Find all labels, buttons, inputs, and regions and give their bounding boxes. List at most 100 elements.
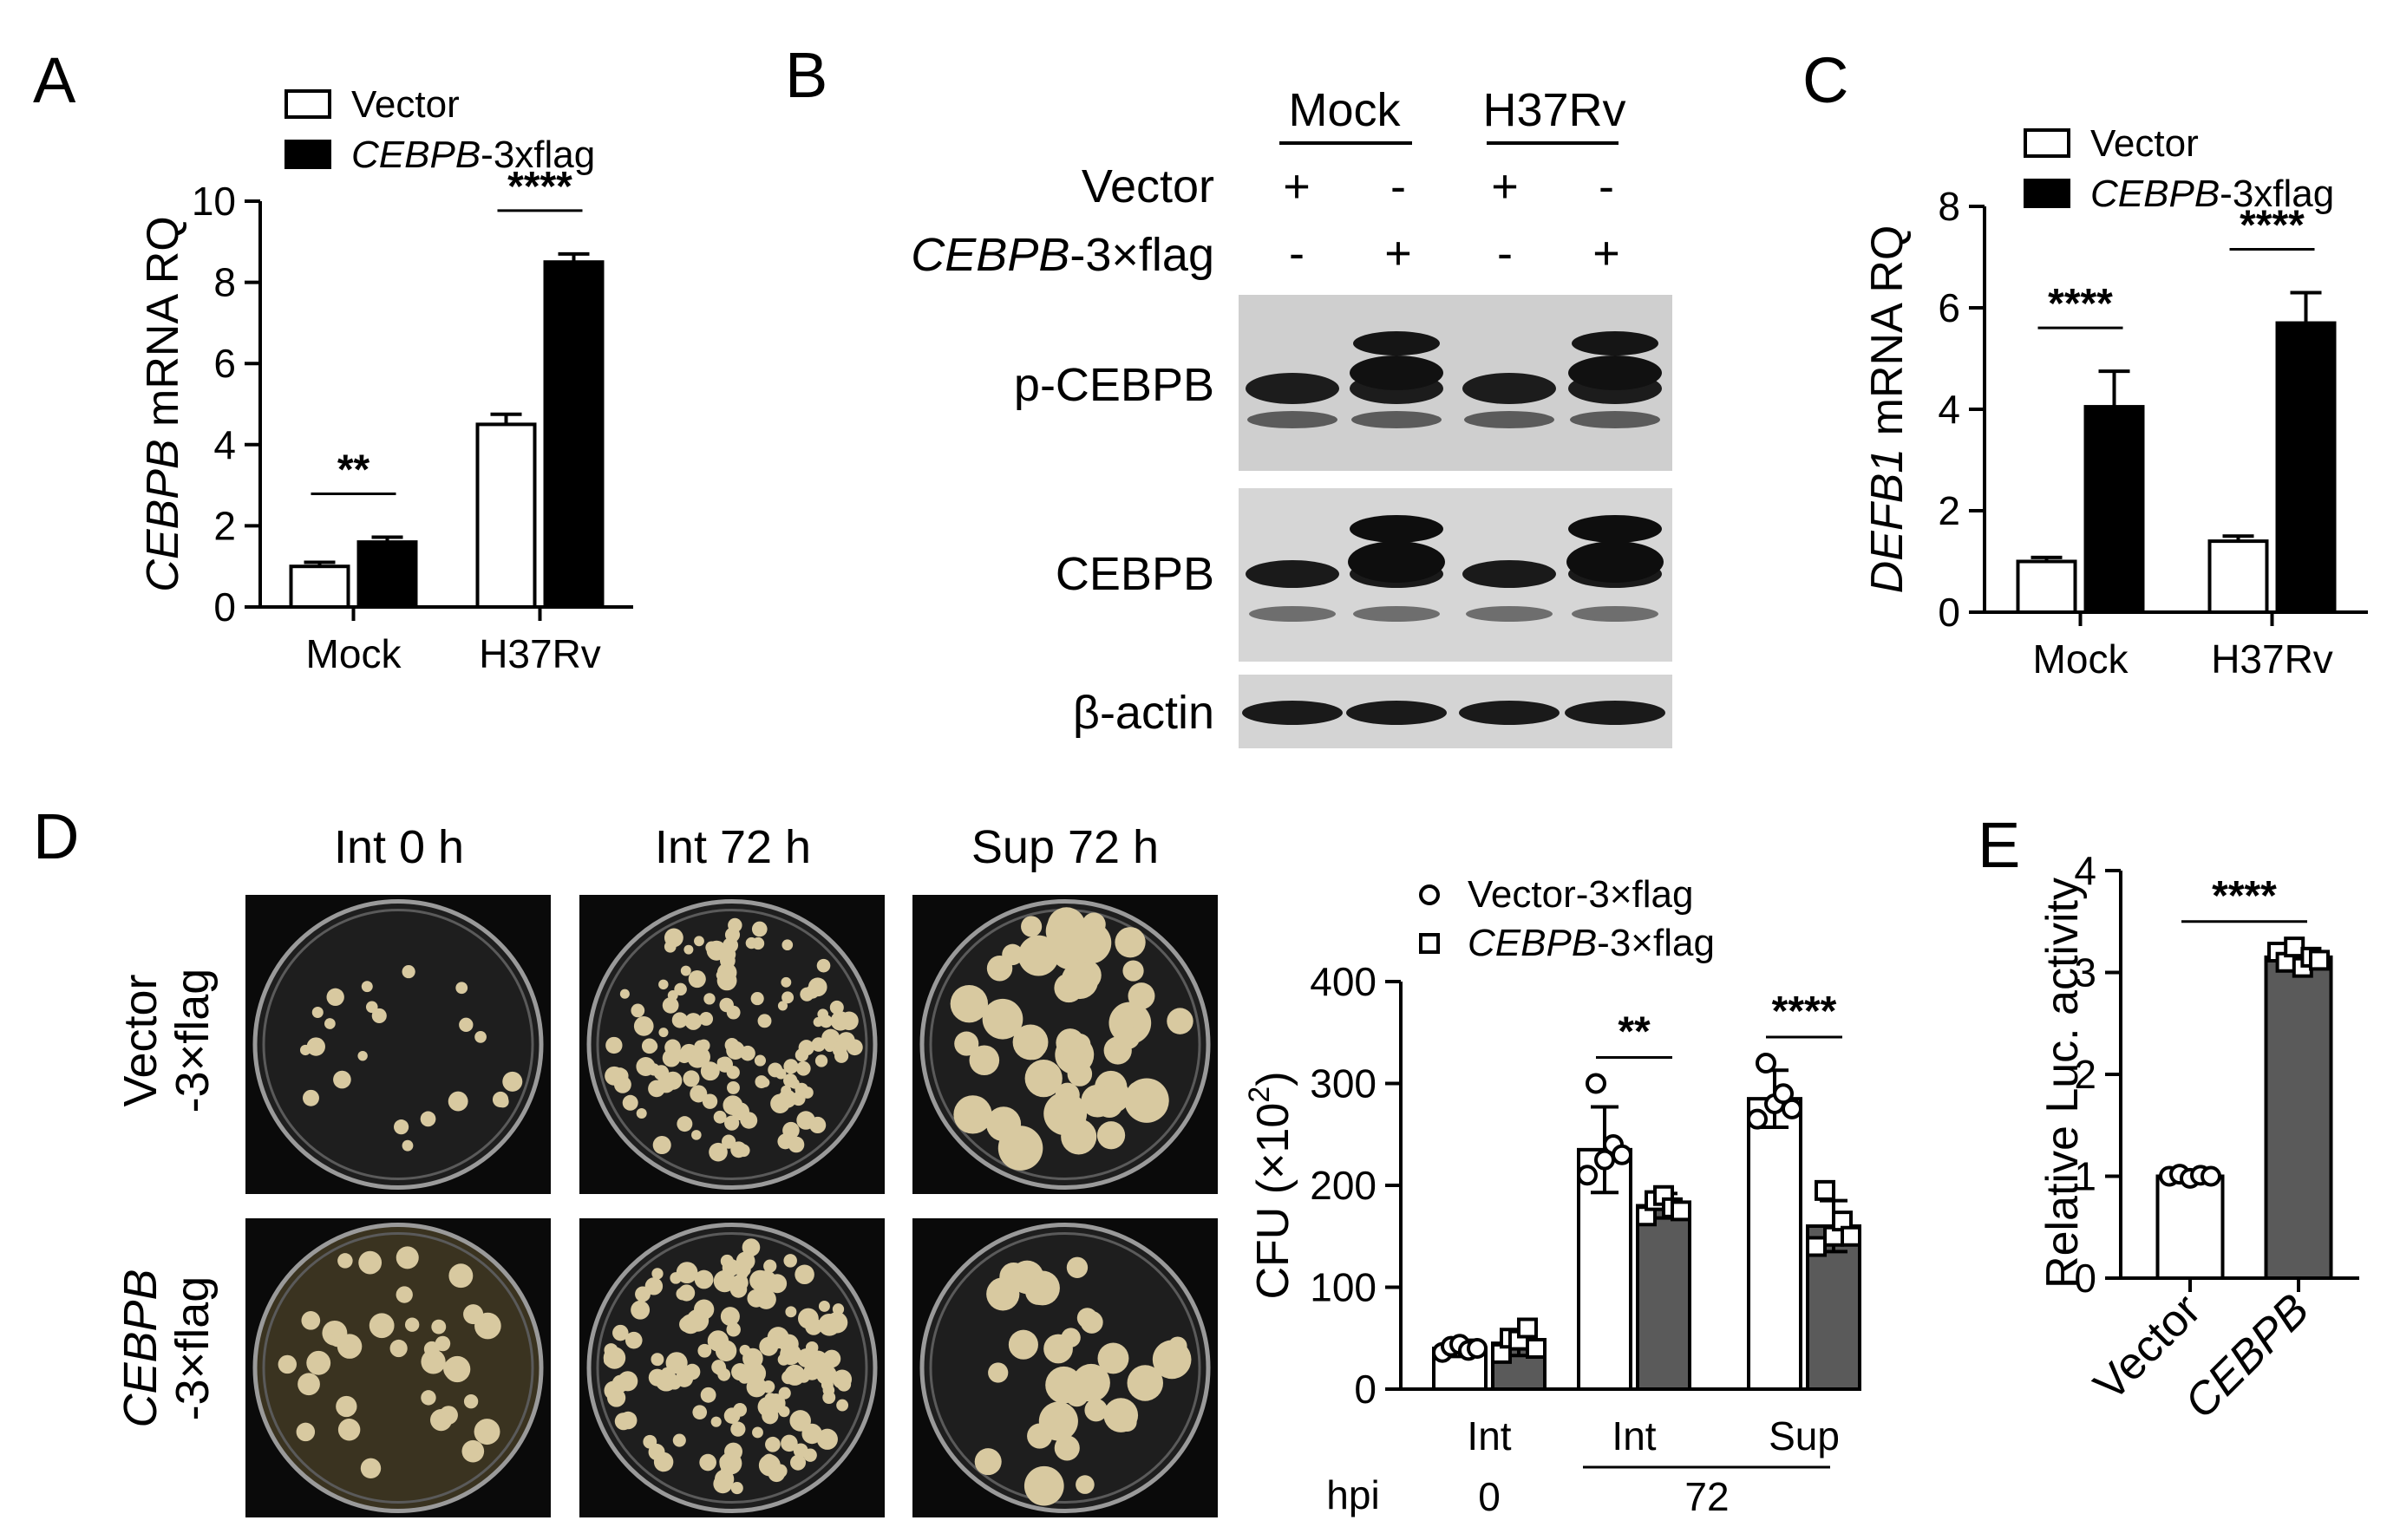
colony-0-2-16	[1056, 1028, 1085, 1058]
c-sig-0: ****	[2048, 281, 2113, 327]
colony-0-1-101	[755, 1075, 768, 1089]
colony-1-0-13	[337, 1419, 361, 1441]
c-legend-suffix-1: -3xflag	[2220, 173, 2334, 215]
colony-0-1-50	[750, 992, 764, 1006]
colony-1-1-135	[772, 1333, 787, 1348]
colony-1-1-93	[604, 1343, 618, 1358]
band-p-cebpb-upper-1	[1350, 356, 1443, 390]
c-ylabel-suffix: mRNA RQ	[1862, 225, 1913, 448]
colony-1-1-7	[726, 1322, 741, 1337]
e-ylabel: Relative Luc. activity	[2037, 878, 2088, 1289]
blot-mark-0-3: -	[1599, 160, 1614, 212]
colony-1-1-139	[651, 1353, 664, 1367]
colony-1-0-12	[444, 1355, 471, 1383]
colony-0-0-10	[361, 981, 373, 993]
colony-0-2-1	[1122, 960, 1144, 982]
colony-0-1-102	[781, 1085, 792, 1096]
d-ylabel-end: )	[1248, 1071, 1298, 1086]
blot-mark-1-2: -	[1497, 227, 1513, 279]
d-legend-label-0: Vector-3×flag	[1468, 873, 1694, 916]
band-cebpb-lower-3	[1572, 606, 1658, 622]
colony-1-0-18	[435, 1335, 451, 1352]
colony-0-1-87	[824, 1041, 835, 1053]
colony-0-1-69	[684, 1013, 703, 1030]
blot-row-cebpb-gene: CEBPB	[911, 229, 1069, 281]
colony-1-1-128	[762, 1453, 776, 1468]
colony-0-1-82	[677, 1048, 692, 1064]
colony-0-1-33	[605, 1036, 623, 1054]
colony-0-1-22	[699, 1012, 714, 1026]
a-ytick-label-1: 2	[213, 503, 236, 548]
colony-1-0-2	[448, 1263, 474, 1289]
colony-0-1-77	[781, 976, 792, 988]
colony-0-1-43	[827, 1033, 839, 1044]
colony-0-1-8	[798, 1040, 814, 1056]
colony-1-0-5	[461, 1439, 485, 1463]
plate-dish-1-0	[252, 1223, 544, 1513]
colony-1-1-67	[816, 1364, 837, 1386]
d-ytick-label-1: 100	[1310, 1265, 1377, 1310]
a-legend-gene-1: CEBPB	[351, 134, 481, 176]
colony-1-0-15	[421, 1349, 446, 1374]
colony-0-2-41	[1021, 916, 1043, 937]
d-point-1-0-3	[1517, 1317, 1538, 1339]
colony-1-1-86	[648, 1444, 665, 1461]
a-legend-suffix-0: Vector	[351, 83, 460, 126]
colony-0-1-64	[775, 1068, 787, 1080]
c-ylabel: DEFB1 mRNA RQ	[1862, 225, 1913, 594]
colony-0-0-3	[333, 1070, 351, 1089]
band-p-cebpb-flag-1	[1353, 331, 1440, 356]
colony-1-1-11	[625, 1331, 643, 1349]
blot-row-cebpb-suffix: -3×flag	[1069, 229, 1214, 281]
blot-group-h37rv: H37Rv	[1482, 84, 1625, 136]
a-bar-1-1	[543, 260, 605, 609]
c-ytick-label-0: 0	[1938, 590, 1960, 635]
colony-1-2-4	[1097, 1342, 1129, 1374]
e-point-0-4	[2201, 1165, 2221, 1187]
colony-1-1-123	[733, 1403, 748, 1417]
d-point-1-1-4	[1671, 1200, 1691, 1222]
colony-1-1-50	[715, 1340, 737, 1361]
colony-0-1-121	[657, 1074, 676, 1093]
d-point-0-1-0	[1577, 1165, 1598, 1186]
a-sig-1: ****	[507, 164, 572, 210]
colony-0-1-63	[829, 1000, 844, 1015]
colony-0-1-104	[636, 1056, 656, 1077]
colony-0-0-19	[303, 1089, 319, 1106]
colony-0-1-113	[724, 1037, 740, 1053]
blot-mark-0-2: +	[1491, 160, 1519, 212]
a-bar-0-1	[475, 422, 537, 609]
panel-letter-b: B	[785, 39, 827, 111]
colony-0-1-112	[726, 1005, 741, 1020]
d-legend-gene-1: CEBPB	[1468, 922, 1597, 964]
colony-0-2-7	[950, 984, 989, 1023]
colony-1-2-13	[1080, 1310, 1103, 1334]
colony-0-0-13	[402, 964, 415, 979]
colony-0-1-92	[619, 989, 630, 999]
colony-0-0-4	[371, 1008, 387, 1023]
colony-1-1-71	[730, 1482, 743, 1495]
colony-0-0-7	[502, 1071, 523, 1092]
band-beta-actin-1	[1346, 701, 1447, 725]
colony-1-2-6	[1084, 1398, 1108, 1422]
colony-1-1-90	[697, 1343, 712, 1358]
colony-0-2-39	[1047, 907, 1086, 946]
d-ytick-label-0: 0	[1354, 1367, 1377, 1412]
band-cebpb-lower-1	[1353, 606, 1440, 622]
band-cebpb-lower-0	[1249, 606, 1336, 622]
colony-1-1-42	[763, 1259, 777, 1273]
colony-1-1-126	[805, 1318, 822, 1335]
colony-1-0-10	[421, 1390, 436, 1406]
d-ylabel-main: CFU (×10	[1248, 1103, 1298, 1300]
colony-1-1-95	[752, 1426, 763, 1439]
colony-0-2-12	[1167, 1008, 1193, 1034]
colony-0-1-81	[658, 979, 669, 990]
colony-0-1-80	[652, 1135, 671, 1155]
d-point-0-0-4	[1467, 1338, 1488, 1359]
colony-0-1-42	[795, 1060, 811, 1076]
band-cebpb-main-0	[1246, 560, 1339, 588]
plate-col-int-0h: Int 0 h	[334, 821, 464, 873]
plate-row-vector-line2: -3×flag	[167, 969, 219, 1113]
colony-1-1-23	[692, 1405, 708, 1420]
